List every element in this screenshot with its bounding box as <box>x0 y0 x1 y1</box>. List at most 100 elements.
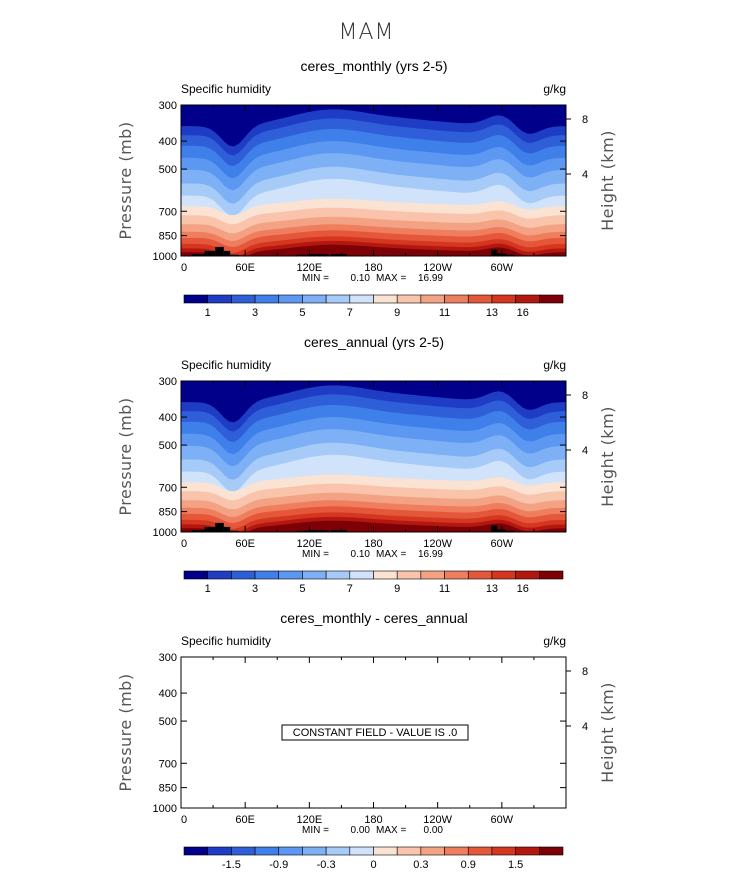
colorbar-swatch <box>349 846 374 856</box>
x-tick-label: 120W <box>423 814 452 826</box>
colorbar-label: 7 <box>347 583 353 595</box>
colorbar-label: 3 <box>252 307 258 319</box>
y-tick-label: 300 <box>159 376 177 388</box>
y-right-tick-label: 4 <box>582 445 588 457</box>
colorbar-label: 9 <box>394 583 400 595</box>
colorbar-swatch <box>396 846 422 856</box>
colorbar-swatch <box>491 846 516 856</box>
colorbar-label: -0.9 <box>269 859 288 871</box>
colorbar-swatch <box>444 294 469 304</box>
colorbar-swatch <box>420 294 445 304</box>
y-right-tick-label: 8 <box>582 114 588 126</box>
y-right-axis-title: Height (km) <box>598 682 617 783</box>
min-value: 0.10 <box>351 273 371 284</box>
colorbar-swatch <box>373 294 398 304</box>
figure-suptitle: MAM <box>338 20 395 45</box>
min-value: 0.10 <box>351 549 371 560</box>
topography-mask <box>330 530 347 532</box>
y-right-tick-label: 8 <box>582 390 588 402</box>
y-tick-label: 850 <box>159 231 177 243</box>
colorbar-swatch <box>325 846 351 856</box>
topography-mask <box>204 250 216 256</box>
x-tick-label: 120E <box>296 814 322 826</box>
x-tick-label: 120E <box>296 538 322 550</box>
x-tick-label: 180 <box>364 538 382 550</box>
variable-label: Specific humidity <box>181 358 271 372</box>
colorbar-label: 9 <box>394 307 400 319</box>
x-tick-label: 180 <box>364 814 382 826</box>
panel-3: ceres_monthly - ceres_annual Specific hum… <box>116 610 617 871</box>
units-label: g/kg <box>543 634 566 648</box>
colorbar-swatch <box>396 570 422 580</box>
y-tick-label: 700 <box>159 482 177 494</box>
colorbar-swatch <box>491 294 516 304</box>
topography-mask <box>223 526 231 532</box>
max-value: 16.99 <box>418 549 443 560</box>
colorbar-label: -1.5 <box>222 859 241 871</box>
colorbar-swatch <box>207 846 232 856</box>
y-axis-title: Pressure (mb) <box>116 121 135 239</box>
panel-title: ceres_monthly - ceres_annual <box>280 610 468 626</box>
colorbar-label: 7 <box>347 307 353 319</box>
panel-1: ceres_monthly (yrs 2-5) Specific humidity… <box>116 58 617 319</box>
topography-mask <box>191 530 205 532</box>
variable-label: Specific humidity <box>181 82 271 96</box>
y-tick-label: 300 <box>159 652 177 664</box>
y-tick-label: 1000 <box>153 251 177 263</box>
y-tick-label: 300 <box>159 100 177 112</box>
panel-title: ceres_monthly (yrs 2-5) <box>300 58 447 74</box>
panel-title: ceres_annual (yrs 2-5) <box>304 334 444 350</box>
colorbar-swatch <box>349 570 374 580</box>
colorbar-swatch <box>254 846 280 856</box>
colorbar-label: 11 <box>439 307 450 319</box>
x-tick-label: 60E <box>235 538 255 550</box>
y-tick-label: 400 <box>159 412 177 424</box>
topography-mask <box>215 522 224 532</box>
topography-mask <box>309 530 329 532</box>
constant-field-text: CONSTANT FIELD - VALUE IS .0 <box>293 727 457 739</box>
colorbar-swatch <box>420 570 445 580</box>
y-tick-label: 500 <box>159 164 177 176</box>
colorbar-label: 1 <box>205 307 211 319</box>
colorbar-swatch <box>373 570 398 580</box>
colorbar-swatch <box>539 570 564 580</box>
x-tick-label: 60E <box>235 262 255 274</box>
colorbar-swatch <box>302 570 327 580</box>
colorbar-swatch <box>396 294 422 304</box>
topography-mask <box>491 249 498 256</box>
colorbar-swatch <box>325 570 351 580</box>
colorbar-swatch <box>373 846 398 856</box>
x-tick-label: 60E <box>235 814 255 826</box>
topography-mask <box>296 254 310 256</box>
units-label: g/kg <box>543 358 566 372</box>
min-label: MIN = <box>302 825 329 836</box>
colorbar-label: 16 <box>517 307 529 319</box>
topography-mask <box>204 526 216 532</box>
topography-mask <box>309 254 329 256</box>
colorbar-swatch <box>325 294 351 304</box>
colorbar-swatch <box>515 570 540 580</box>
colorbar-swatch <box>278 846 303 856</box>
y-right-tick-label: 8 <box>582 666 588 678</box>
units-label: g/kg <box>543 82 566 96</box>
colorbar-swatch <box>231 846 256 856</box>
x-tick-label: 120E <box>296 262 322 274</box>
colorbar-label: -0.3 <box>317 859 336 871</box>
y-tick-label: 400 <box>159 688 177 700</box>
x-tick-label: 60W <box>491 538 514 550</box>
colorbar-swatch <box>183 294 208 304</box>
colorbar-swatch <box>467 294 493 304</box>
topography-mask <box>223 250 231 256</box>
y-axis-title: Pressure (mb) <box>116 397 135 515</box>
colorbar-swatch <box>491 570 516 580</box>
min-value: 0.00 <box>351 825 371 836</box>
colorbar-label: 3 <box>252 583 258 595</box>
colorbar-swatch <box>183 570 208 580</box>
y-tick-label: 700 <box>159 206 177 218</box>
x-tick-label: 180 <box>364 262 382 274</box>
min-label: MIN = <box>302 273 329 284</box>
colorbar-swatch <box>231 294 256 304</box>
colorbar-swatch <box>444 846 469 856</box>
contour-field <box>181 105 566 256</box>
